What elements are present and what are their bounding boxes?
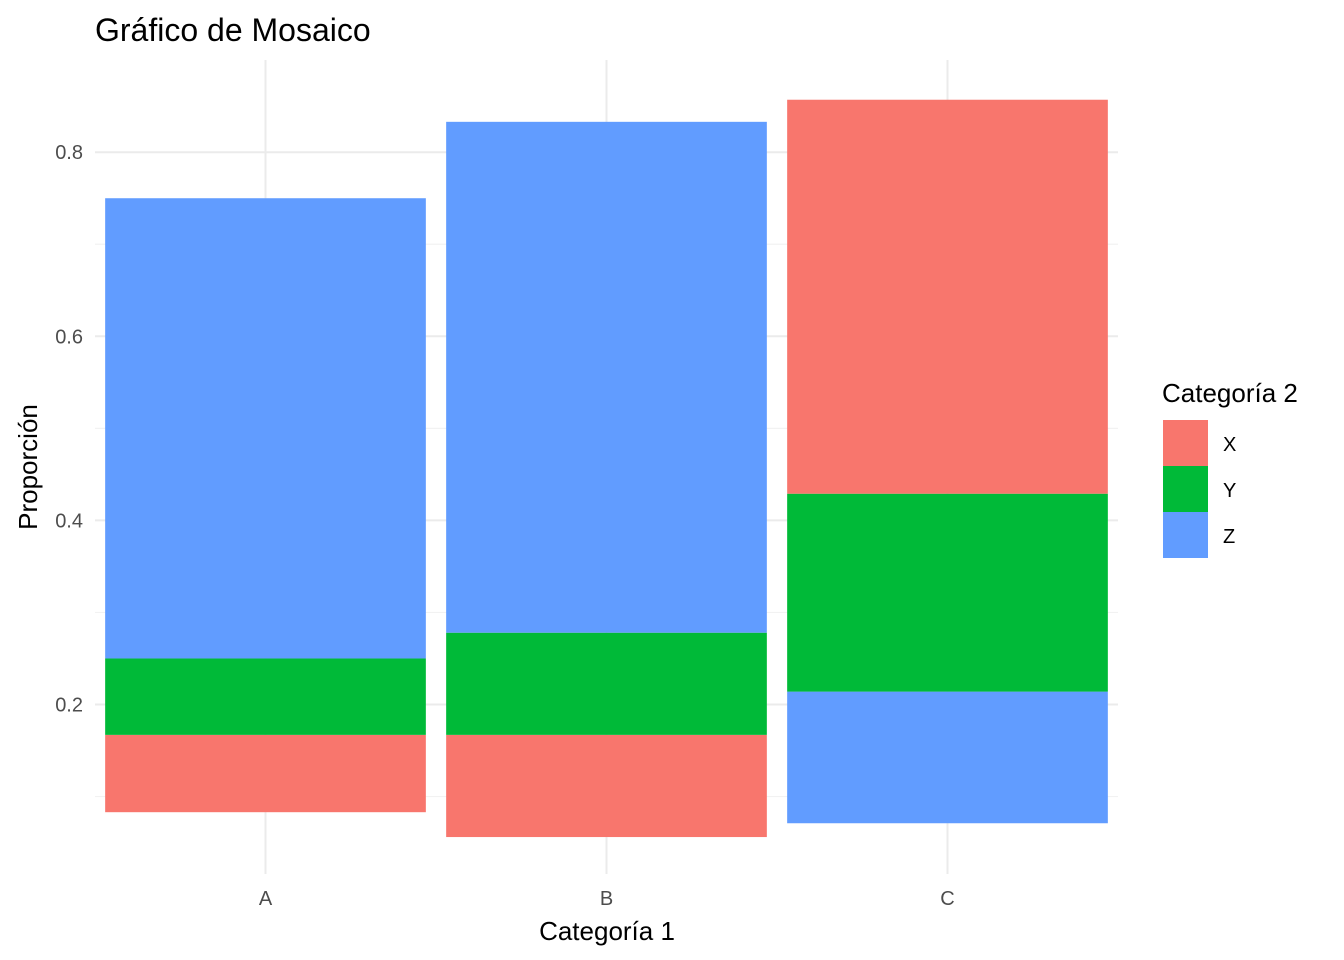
tile-a-y: [105, 658, 426, 735]
mosaic-tiles: [105, 99, 1108, 838]
legend-label-x: X: [1223, 434, 1236, 456]
tile-c-y: [787, 493, 1108, 692]
legend-label-y: Y: [1223, 480, 1236, 502]
y-axis-title: Proporción: [13, 404, 43, 530]
y-tick-label: 0.2: [55, 695, 83, 717]
legend-title: Categoría 2: [1162, 378, 1298, 408]
tile-b-x: [446, 734, 767, 838]
legend: X Y Z: [1163, 420, 1236, 558]
chart-title: Gráfico de Mosaico: [95, 12, 371, 48]
x-tick-label: A: [259, 888, 273, 910]
legend-swatch-x: [1163, 420, 1208, 466]
x-tick-label: B: [600, 888, 613, 910]
x-tick-label: C: [940, 888, 954, 910]
tile-b-z: [446, 121, 767, 633]
legend-label-z: Z: [1223, 526, 1235, 548]
tile-c-z: [787, 691, 1108, 824]
y-tick-label: 0.6: [55, 326, 83, 348]
tile-a-z: [105, 198, 426, 659]
tile-b-y: [446, 632, 767, 735]
tile-c-x: [787, 99, 1108, 494]
legend-swatch-z: [1163, 512, 1208, 558]
legend-swatch-y: [1163, 466, 1208, 512]
x-axis-title: Categoría 1: [539, 916, 675, 946]
y-tick-label: 0.8: [55, 142, 83, 164]
x-axis-ticks: A B C: [259, 888, 955, 910]
y-axis-ticks: 0.2 0.4 0.6 0.8: [55, 142, 83, 716]
tile-a-x: [105, 734, 426, 813]
y-tick-label: 0.4: [55, 510, 83, 532]
